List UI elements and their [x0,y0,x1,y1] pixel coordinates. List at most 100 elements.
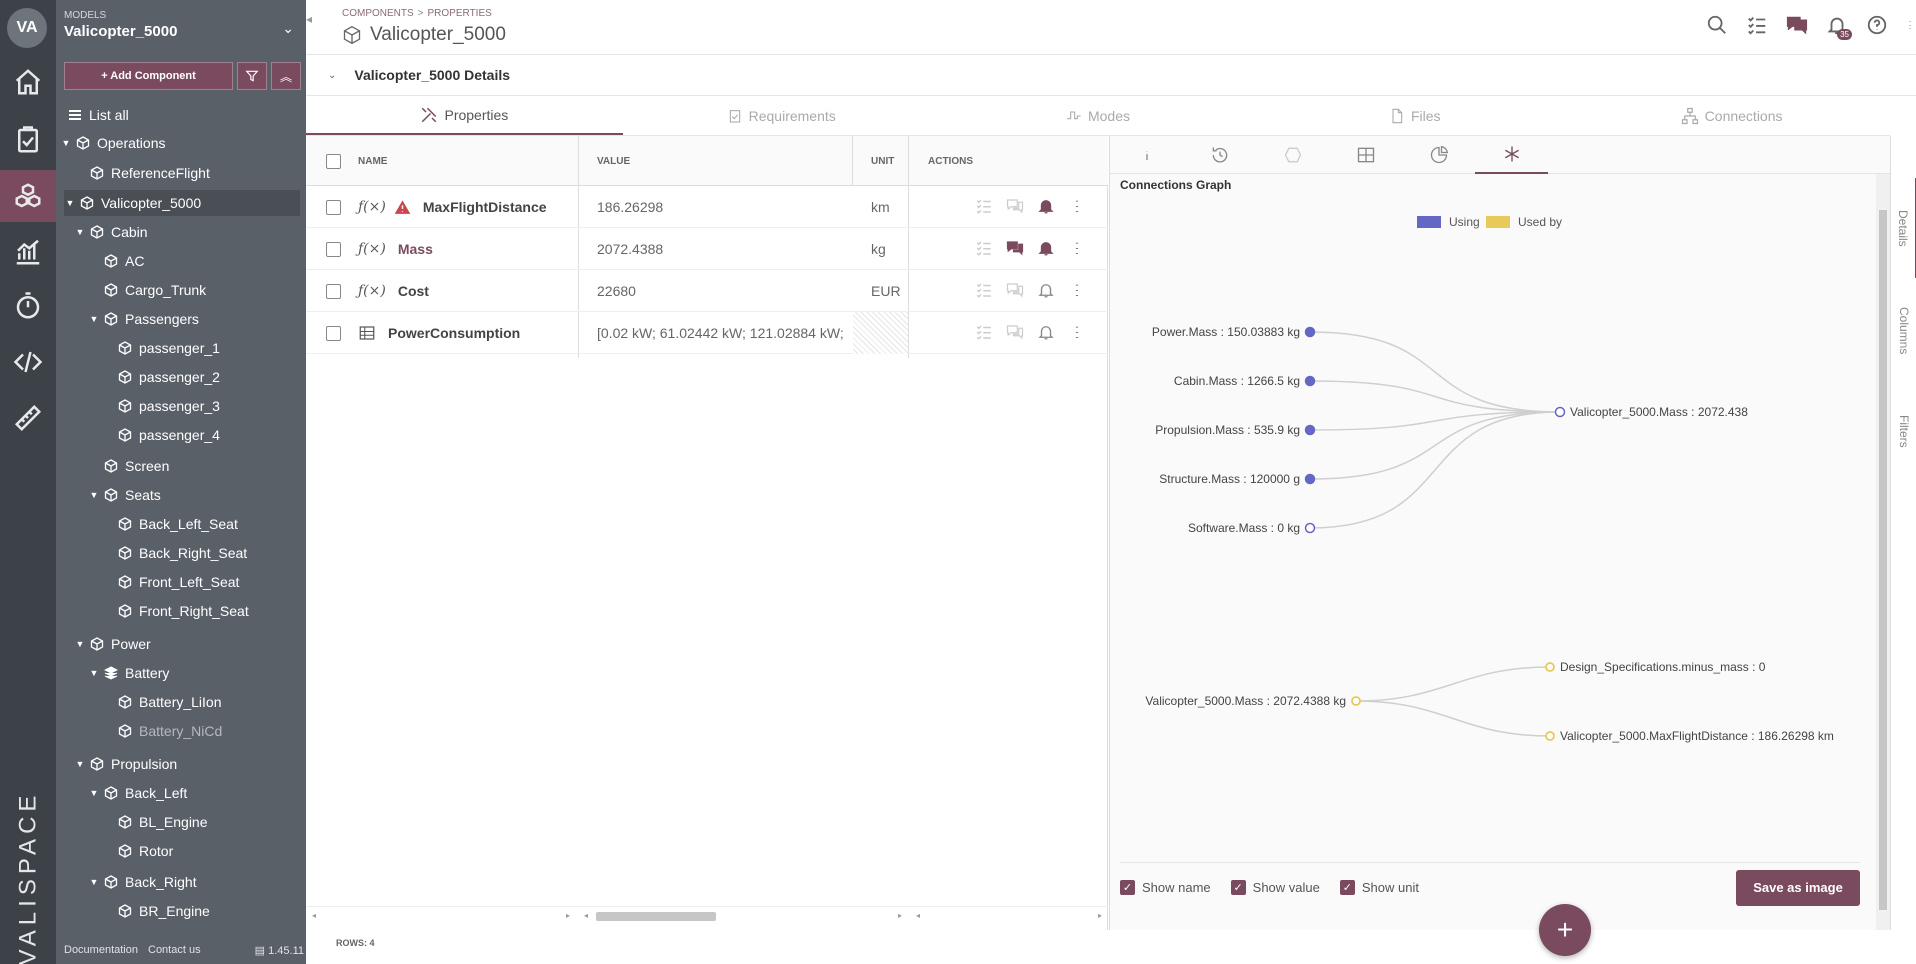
name-cell[interactable]: ƒ(×) Mass [358,228,433,270]
collapse-sidebar-icon[interactable]: ◂ [306,12,313,26]
expand-toggle-icon[interactable]: ▼ [89,668,99,678]
tree-item[interactable]: BR_Engine [102,898,210,922]
clipboard-check-icon[interactable] [0,114,56,166]
notification-bell-icon[interactable] [1037,239,1055,260]
horizontal-scrollbar[interactable]: ◂ ▸ ◂ ▸ ◂ ▸ [306,906,1108,924]
add-component-button[interactable]: + Add Component [64,62,233,90]
value-cell[interactable]: [0.02 kW; 61.02442 kW; 121.02884 kW; 10 [597,325,847,341]
details-header[interactable]: ⌄ Valicopter_5000 Details [306,54,1916,96]
tree-item[interactable]: BL_Engine [102,809,208,835]
property-name[interactable]: Cost [397,283,429,299]
tree-item[interactable]: ▼ Propulsion [74,751,178,777]
column-header-name[interactable]: NAME [358,155,388,167]
tree-item[interactable]: ▼ Passengers [88,306,199,332]
tree-item[interactable]: Back_Right_Seat [102,540,247,566]
name-cell[interactable]: ƒ(×) MaxFlightDistance [358,186,547,228]
discussion-icon[interactable] [1006,239,1024,260]
expand-toggle-icon[interactable]: ▼ [89,314,99,324]
notification-bell-icon[interactable] [1037,281,1055,302]
requirements-icon[interactable] [975,281,993,302]
requirements-icon[interactable] [975,323,993,344]
tree-item[interactable]: Screen [88,453,169,479]
property-name[interactable]: Mass [397,241,433,257]
documentation-link[interactable]: Documentation [64,944,138,956]
more-vertical-icon[interactable] [1068,239,1086,260]
breadcrumb-item[interactable]: COMPONENTS [342,8,414,19]
expand-toggle-icon[interactable]: ▼ [75,759,85,769]
home-icon[interactable] [0,56,56,108]
name-cell[interactable]: PowerConsumption [358,312,520,354]
side-tab-filters[interactable]: Filters [1897,414,1911,448]
tab-files[interactable]: Files [1256,96,1573,135]
table-row[interactable]: ƒ(×) Cost 22680 EUR [306,270,1108,312]
history-icon[interactable] [1183,136,1256,174]
tab-requirements[interactable]: Requirements [623,96,940,135]
model-selector[interactable]: MODELS Valicopter_5000 ⌄ [64,10,304,40]
value-cell[interactable]: 186.26298 [597,199,664,215]
tree-item[interactable]: ReferenceFlight [74,160,210,186]
search-icon[interactable] [1704,12,1730,38]
more-vertical-icon[interactable] [1068,281,1086,302]
info-icon[interactable] [1110,136,1183,174]
formula-icon[interactable] [1256,136,1329,174]
unit-cell[interactable]: kg [871,241,886,257]
unit-cell[interactable] [853,312,908,354]
code-icon[interactable] [0,336,56,388]
timer-icon[interactable] [0,280,56,332]
tree-item[interactable]: ▼ Back_Right [88,869,197,895]
discussion-icon[interactable] [1006,281,1024,302]
show-name-checkbox[interactable]: ✓ Show name [1120,880,1211,895]
row-checkbox[interactable] [326,312,341,354]
column-header-value[interactable]: VALUE [597,155,631,167]
tree-item[interactable]: passenger_4 [102,422,220,448]
discussion-icon[interactable] [1784,12,1810,38]
tab-connections[interactable]: Connections [1573,96,1890,135]
save-as-image-button[interactable]: Save as image [1736,869,1860,906]
connections-graph-icon[interactable] [1475,136,1548,174]
show-unit-checkbox[interactable]: ✓ Show unit [1339,880,1419,895]
notification-bell-icon[interactable] [1037,323,1055,344]
add-fab-button[interactable]: + [1539,904,1591,956]
expand-toggle-icon[interactable]: ▼ [89,788,99,798]
show-value-checkbox[interactable]: ✓ Show value [1230,880,1320,895]
property-name[interactable]: PowerConsumption [388,325,521,341]
tree-item[interactable]: ▼ Valicopter_5000 [64,190,300,216]
tree-item[interactable]: Cargo_Trunk [88,277,206,303]
contact-link[interactable]: Contact us [148,944,201,956]
expand-toggle-icon[interactable]: ▼ [61,138,71,148]
row-checkbox[interactable] [326,270,341,312]
table-row[interactable]: ƒ(×) Mass 2072.4388 kg [306,228,1108,270]
tree-item[interactable]: passenger_2 [102,364,220,390]
tree-item[interactable]: ▼ Operations [60,130,166,156]
more-vertical-icon[interactable] [1068,197,1086,218]
select-all-checkbox[interactable] [326,136,341,186]
tree-item[interactable]: Back_Left_Seat [102,511,238,537]
tree-item[interactable]: ▼ Back_Left [88,780,188,806]
tree-item[interactable]: ▼ Power [74,631,151,657]
notification-bell-icon[interactable]: 35 [1824,12,1852,40]
expand-toggle-icon[interactable]: ▼ [89,490,99,500]
side-tab-details[interactable]: Details [1891,178,1916,278]
tree-item[interactable]: ▼ Cabin [74,219,148,245]
property-name[interactable]: MaxFlightDistance [422,199,547,215]
list-all-item[interactable]: List all [68,102,129,128]
expand-toggle-icon[interactable]: ▼ [75,639,85,649]
breadcrumb-item[interactable]: PROPERTIES [427,8,492,19]
row-checkbox[interactable] [326,228,341,270]
chevron-down-icon[interactable]: ⌄ [328,69,337,81]
notification-bell-icon[interactable] [1037,197,1055,218]
tab-modes[interactable]: Modes [940,96,1257,135]
table-row[interactable]: PowerConsumption [0.02 kW; 61.02442 kW; 1… [306,312,1108,354]
checklist-icon[interactable] [1744,12,1770,38]
components-icon[interactable] [0,170,56,222]
tree-item[interactable]: passenger_1 [102,335,220,361]
more-vertical-icon[interactable] [1068,323,1086,344]
value-cell[interactable]: 2072.4388 [597,241,664,257]
tab-properties[interactable]: Properties [306,96,623,135]
avatar[interactable]: VA [7,8,47,48]
row-checkbox[interactable] [326,186,341,228]
more-vertical-icon[interactable] [1904,12,1916,38]
expand-toggle-icon[interactable]: ▼ [75,227,85,237]
help-icon[interactable] [1864,12,1890,38]
chevron-down-icon[interactable]: ⌄ [282,20,294,36]
